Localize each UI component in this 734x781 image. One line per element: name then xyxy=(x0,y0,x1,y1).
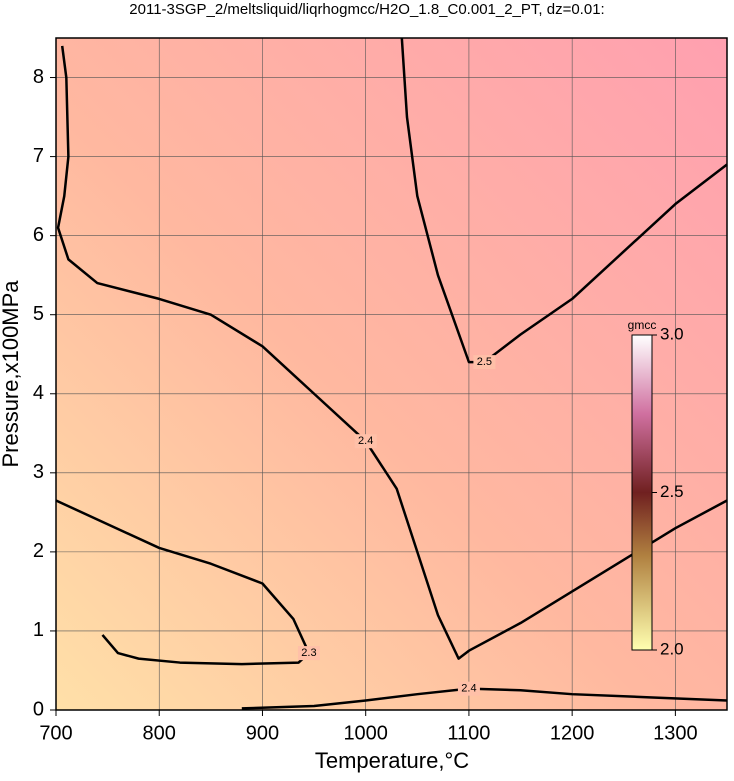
contour-label-bg xyxy=(473,355,496,370)
contour-label-bg xyxy=(457,681,480,696)
plot-frame xyxy=(55,37,728,711)
y-tick-label: 4 xyxy=(33,382,44,404)
y-tick-label: 5 xyxy=(33,303,44,325)
x-tick-label: 1000 xyxy=(343,722,388,744)
x-tick-label: 1200 xyxy=(550,722,595,744)
x-tick-label: 800 xyxy=(143,722,176,744)
x-axis-label: Temperature,°C xyxy=(315,748,469,773)
contour-label: 2.4 xyxy=(461,683,476,695)
contour-label: 2.4 xyxy=(358,435,373,447)
contour-label: 2.5 xyxy=(477,356,492,368)
colorbar-label: gmcc xyxy=(628,318,657,332)
x-tick-label: 1300 xyxy=(653,722,698,744)
colorbar-tick-label: 2.0 xyxy=(660,639,684,658)
x-tick-label: 700 xyxy=(39,722,72,744)
x-tick-label: 900 xyxy=(246,722,279,744)
y-tick-label: 8 xyxy=(33,66,44,88)
contour-label: 2.3 xyxy=(301,647,316,659)
colorbar-tick-label: 2.5 xyxy=(660,482,684,501)
colorbar xyxy=(631,334,653,651)
y-tick-label: 3 xyxy=(33,461,44,483)
x-tick-label: 1100 xyxy=(447,722,490,744)
y-tick-label: 1 xyxy=(33,619,44,641)
y-tick-label: 0 xyxy=(33,698,44,720)
contour-label-bg xyxy=(354,434,377,449)
chart-title: 2011-3SGP_2/meltsliquid/liqrhogmcc/H2O_1… xyxy=(129,1,604,18)
y-tick-label: 7 xyxy=(33,145,44,167)
colorbar-tick-label: 3.0 xyxy=(660,324,684,343)
contour-label-bg xyxy=(297,646,320,661)
contour-line xyxy=(56,45,728,660)
plot-background xyxy=(56,38,727,710)
y-tick-label: 6 xyxy=(33,224,44,246)
y-axis-label: Pressure,x100MPa xyxy=(0,280,23,468)
y-tick-label: 2 xyxy=(33,540,44,562)
